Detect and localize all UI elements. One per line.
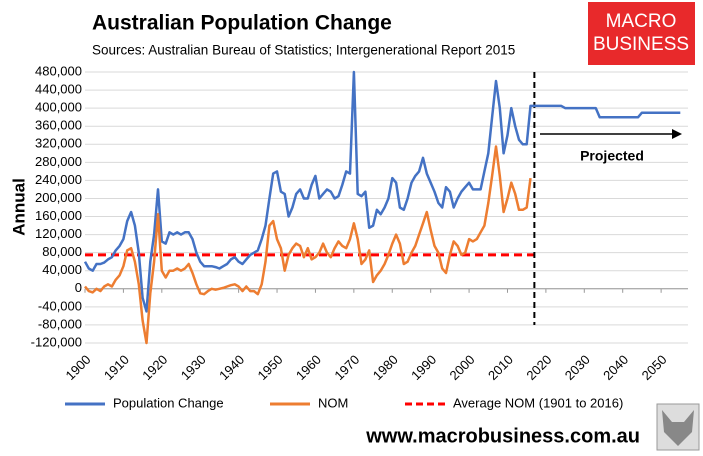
x-tick-label: 1950 [255,352,286,383]
logo-text: BUSINESS [593,34,689,55]
chart-subtitle: Sources: Australian Bureau of Statistics… [92,43,515,58]
y-tick-label: 360,000 [35,118,82,133]
x-tick-label: 2010 [485,352,516,383]
chart-title: Australian Population Change [92,12,392,35]
y-tick-label: 400,000 [35,100,82,115]
series-line [83,70,681,313]
legend-label: NOM [318,395,348,410]
x-tick-label: 1930 [178,352,209,383]
series-line [84,145,532,345]
x-tick-label: 2040 [600,352,631,383]
x-tick-label: 1990 [408,352,439,383]
y-tick-label: 200,000 [35,190,82,205]
x-tick-label: 2030 [562,352,593,383]
x-tick-label: 1970 [331,352,362,383]
y-tick-label: -120,000 [31,334,82,349]
legend-label: Population Change [113,395,224,410]
y-tick-label: 480,000 [35,63,82,78]
y-tick-label: 80,000 [42,244,82,259]
x-tick-label: 1940 [216,352,247,383]
website: www.macrobusiness.com.au [365,425,640,447]
x-tick-label: 2020 [523,352,554,383]
y-tick-label: -40,000 [38,298,82,313]
fox-icon [656,403,700,451]
x-tick-label: 1960 [293,352,324,383]
legend-label: Average NOM (1901 to 2016) [453,395,623,410]
x-tick-label: 1980 [370,352,401,383]
y-tick-label: 0 [75,280,82,295]
logo-text: MACRO [606,11,677,32]
arrow-head [672,129,682,139]
annotation: Projected [580,148,644,164]
y-tick-label: 280,000 [35,154,82,169]
x-tick-label: 1900 [62,352,93,383]
y-tick-label: 40,000 [42,262,82,277]
x-tick-label: 2050 [639,352,670,383]
y-tick-label: -80,000 [38,316,82,331]
y-tick-label: 160,000 [35,208,82,223]
x-tick-label: 1920 [139,352,170,383]
y-tick-label: 320,000 [35,136,82,151]
y-tick-label: 240,000 [35,172,82,187]
logo-box [588,2,695,65]
x-tick-label: 2000 [447,352,478,383]
y-tick-label: 440,000 [35,82,82,97]
y-tick-label: 120,000 [35,226,82,241]
y-axis-label: Annual [9,178,28,236]
x-tick-label: 1910 [101,352,132,383]
